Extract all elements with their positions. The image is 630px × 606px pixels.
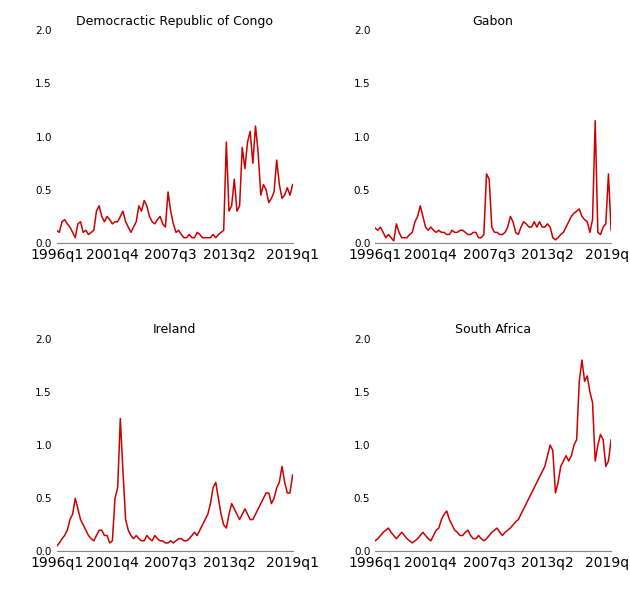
Title: South Africa: South Africa: [455, 323, 531, 336]
Title: Ireland: Ireland: [153, 323, 197, 336]
Title: Gabon: Gabon: [472, 15, 513, 28]
Title: Democractic Republic of Congo: Democractic Republic of Congo: [76, 15, 273, 28]
